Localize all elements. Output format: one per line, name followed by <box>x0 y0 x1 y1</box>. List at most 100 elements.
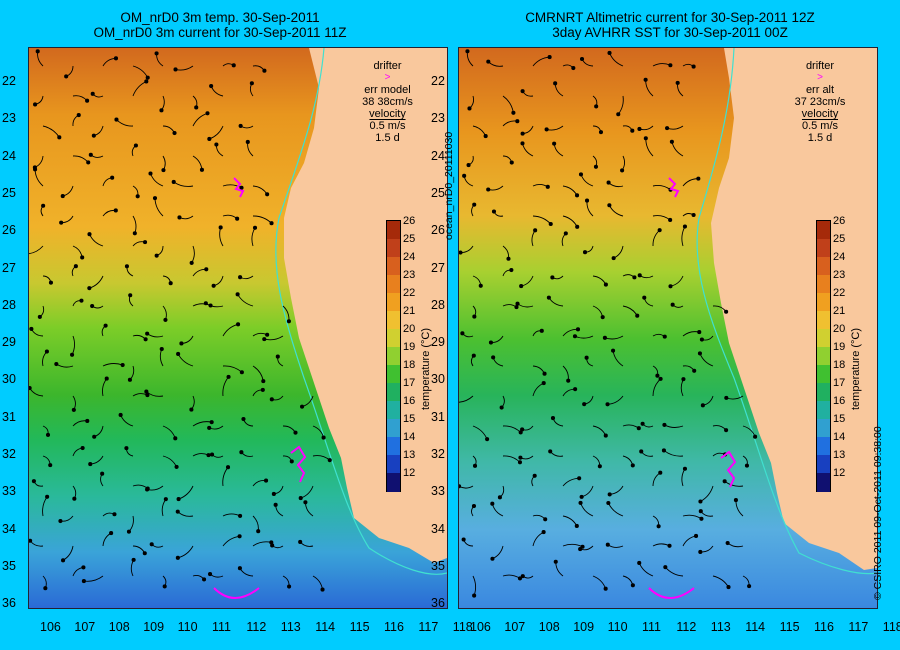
current-vector-head <box>211 283 216 288</box>
latitude-tick-label: 24 <box>431 148 445 163</box>
current-vector-head <box>29 538 33 543</box>
current-vector-head <box>486 59 491 64</box>
current-vector-head <box>114 117 119 122</box>
current-vector-head <box>486 187 491 192</box>
current-vector-head <box>460 331 465 336</box>
current-vector-head <box>520 427 525 432</box>
longitude-tick-label: 111 <box>212 620 232 634</box>
longitude-tick-label: 115 <box>349 620 370 634</box>
middle-run-label: ocean_nrD0_20111030 <box>443 131 455 240</box>
current-vector-head <box>606 500 611 506</box>
current-vector-head <box>113 56 119 61</box>
left-map-title: OM_nrD0 3m temp. 30-Sep-2011 OM_nrD0 3m … <box>40 10 400 40</box>
right-drifter-symbol-icon: > <box>817 72 823 83</box>
current-vector-head <box>520 89 525 94</box>
current-vector-head <box>298 496 303 501</box>
current-vector-head <box>260 387 265 392</box>
current-vector-head <box>520 131 525 136</box>
left-legend-drifter: drifter <box>373 60 402 72</box>
colorbar-segment <box>387 293 400 312</box>
colorbar-segment <box>387 221 400 240</box>
current-vector-head <box>668 217 673 223</box>
current-vector-head <box>747 584 752 589</box>
current-vector-head <box>675 80 680 85</box>
current-vector-head <box>172 130 177 136</box>
current-vector-head <box>162 584 167 589</box>
current-vector-head <box>725 540 730 546</box>
current-vector-head <box>110 175 115 180</box>
current-vector-head <box>91 133 96 138</box>
longitude-tick-label: 118 <box>882 620 900 634</box>
current-vector-head <box>293 430 298 435</box>
longitude-tick-label: 108 <box>108 620 130 634</box>
current-vector-head <box>693 533 699 539</box>
current-vector-head <box>471 503 477 509</box>
left-title-line1: OM_nrD0 3m temp. 30-Sep-2011 <box>120 10 320 25</box>
longitude-tick-label: 107 <box>74 620 96 634</box>
current-vector-head <box>289 459 294 464</box>
current-vector-head <box>203 301 208 306</box>
current-vector-head <box>214 142 219 147</box>
current-vector-head <box>637 126 642 132</box>
current-vector-head <box>541 530 546 535</box>
current-vector-head <box>154 253 159 258</box>
current-vector-head <box>327 458 332 463</box>
current-vector-head <box>462 173 467 178</box>
right-map-graphic <box>459 48 877 608</box>
current-vector-head <box>571 65 576 71</box>
colorbar-segment <box>387 383 400 402</box>
current-vector-head <box>148 171 153 176</box>
right-land-mass <box>711 48 877 570</box>
current-vector-head <box>152 196 158 201</box>
current-vector-head <box>154 51 159 56</box>
current-vector-head <box>103 323 108 328</box>
colorbar-segment <box>817 239 830 258</box>
longitude-tick-label: 118 <box>452 620 473 634</box>
current-vector-head <box>194 105 199 110</box>
latitude-tick-label: 27 <box>2 260 16 275</box>
colorbar-tick-label: 12 <box>833 467 846 479</box>
latitude-tick-label: 28 <box>431 297 445 312</box>
current-vector-head <box>603 433 608 438</box>
current-vector-head <box>635 313 640 318</box>
current-vector-head <box>643 136 648 141</box>
current-vector-head <box>287 584 292 589</box>
colorbar-segment <box>817 419 830 438</box>
left-legend-err-value: 38 38cm/s <box>362 96 413 108</box>
current-vector-head <box>54 361 59 367</box>
current-vector-head <box>72 496 77 501</box>
colorbar-tick-label: 22 <box>403 287 416 299</box>
current-vector-head <box>579 494 584 499</box>
current-vector-head <box>459 484 462 489</box>
colorbar-segment <box>817 383 830 402</box>
current-vector-head <box>176 497 181 502</box>
current-vector-head <box>29 385 32 391</box>
current-vector-head <box>584 355 589 360</box>
right-title-line1: CMRNRT Altimetric current for 30-Sep-201… <box>525 10 815 25</box>
latitude-tick-label: 33 <box>431 484 445 499</box>
current-vector-head <box>632 275 637 280</box>
current-vector-head <box>300 404 305 409</box>
latitude-tick-label: 26 <box>431 223 445 238</box>
current-vector-head <box>472 593 477 598</box>
current-vector-head <box>85 98 90 103</box>
right-current-vectors <box>459 49 758 598</box>
current-vector-head <box>120 362 125 368</box>
current-vector-head <box>700 403 705 408</box>
current-vector-head <box>133 143 138 148</box>
colorbar-tick-label: 20 <box>403 323 416 335</box>
current-vector-head <box>269 221 274 226</box>
current-vector-head <box>163 497 168 502</box>
right-drifter-track-1 <box>668 177 680 198</box>
current-vector-head <box>520 574 525 579</box>
latitude-tick-label: 29 <box>431 335 445 350</box>
current-vector-head <box>550 416 556 421</box>
colorbar-tick-label: 16 <box>403 395 416 407</box>
current-vector-head <box>207 425 212 430</box>
latitude-tick-label: 34 <box>2 521 16 536</box>
current-vector-head <box>269 397 274 402</box>
current-vector-head <box>70 352 75 357</box>
latitude-tick-label: 35 <box>2 558 16 573</box>
current-vector-head <box>189 260 194 265</box>
colorbar-tick-label: 18 <box>403 359 416 371</box>
